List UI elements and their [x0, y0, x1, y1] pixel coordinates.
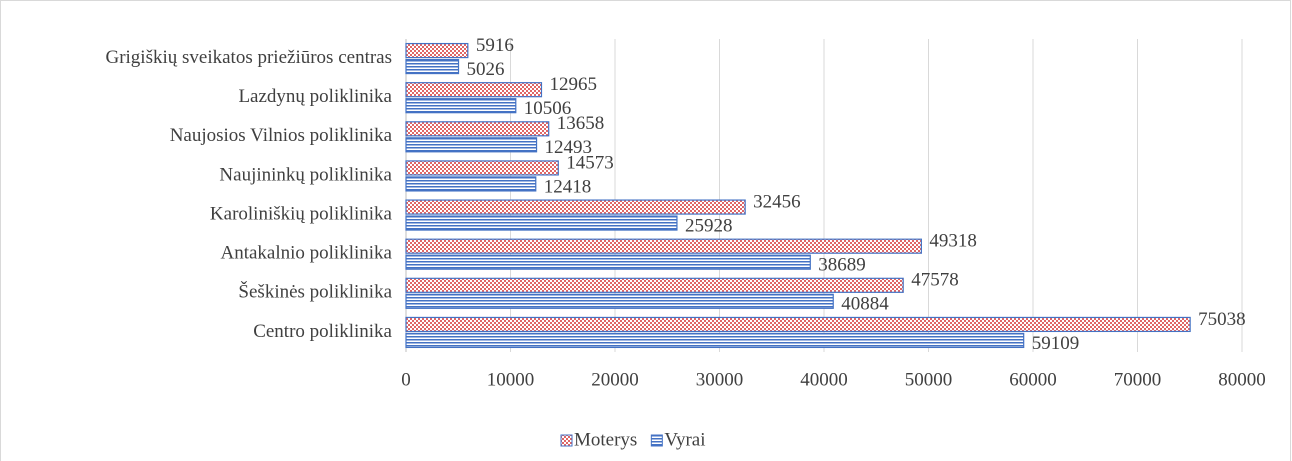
- bar: [405, 215, 678, 231]
- bar: [405, 160, 559, 176]
- y-tick-label: Lazdynų poliklinika: [238, 86, 392, 107]
- x-tick-label: 60000: [1009, 369, 1057, 390]
- x-tick-label: 70000: [1114, 369, 1162, 390]
- data-label: 13658: [557, 113, 605, 134]
- y-tick-label: Centro poliklinika: [253, 321, 392, 342]
- data-label: 59109: [1032, 333, 1080, 354]
- bar: [405, 137, 538, 153]
- bar: [405, 98, 517, 114]
- x-tick-label: 20000: [591, 369, 639, 390]
- x-tick-label: 80000: [1218, 369, 1266, 390]
- data-label: 5916: [476, 35, 514, 56]
- y-tick-label: Šeškinės poliklinika: [238, 281, 392, 303]
- data-label: 5026: [467, 59, 505, 80]
- data-label: 38689: [818, 255, 866, 276]
- data-label: 47578: [911, 270, 959, 291]
- bar: [405, 293, 834, 309]
- data-label: 49318: [929, 231, 977, 252]
- data-label: 14573: [566, 152, 614, 173]
- bar: [405, 316, 1191, 333]
- x-tick-label: 40000: [800, 369, 848, 390]
- bar: [405, 254, 811, 270]
- x-tick-label: 0: [401, 369, 411, 390]
- y-tick-label: Karoliniškių poliklinika: [210, 203, 393, 224]
- bar: [405, 58, 460, 75]
- bar: [405, 42, 469, 59]
- x-tick-label: 10000: [487, 369, 535, 390]
- bar: [405, 277, 904, 293]
- x-tick-label: 30000: [696, 369, 744, 390]
- data-label: 40884: [841, 294, 889, 315]
- y-tick-label: Grigiškių sveikatos priežiūros centras: [105, 47, 392, 68]
- bar: [405, 332, 1025, 349]
- data-label: 12418: [544, 176, 592, 197]
- y-tick-label: Naujininkų poliklinika: [219, 164, 392, 185]
- legend-swatch: [560, 434, 573, 447]
- data-label: 12493: [545, 137, 593, 158]
- x-tick-label: 50000: [905, 369, 953, 390]
- data-label: 75038: [1198, 309, 1246, 330]
- legend-swatch: [650, 434, 663, 447]
- bar: [405, 121, 550, 137]
- y-tick-label: Naujosios Vilnios poliklinika: [170, 125, 393, 146]
- legend-label: Vyrai: [664, 429, 705, 450]
- data-label: 12965: [549, 74, 597, 95]
- legend-label: Moterys: [574, 429, 637, 450]
- bar: [405, 238, 922, 254]
- y-tick-label: Antakalnio poliklinika: [220, 243, 392, 264]
- bar: [405, 199, 746, 215]
- data-label: 25928: [685, 215, 733, 236]
- data-label: 10506: [524, 98, 572, 119]
- bar: [405, 176, 537, 192]
- data-label: 32456: [753, 191, 801, 212]
- bar: [405, 82, 543, 98]
